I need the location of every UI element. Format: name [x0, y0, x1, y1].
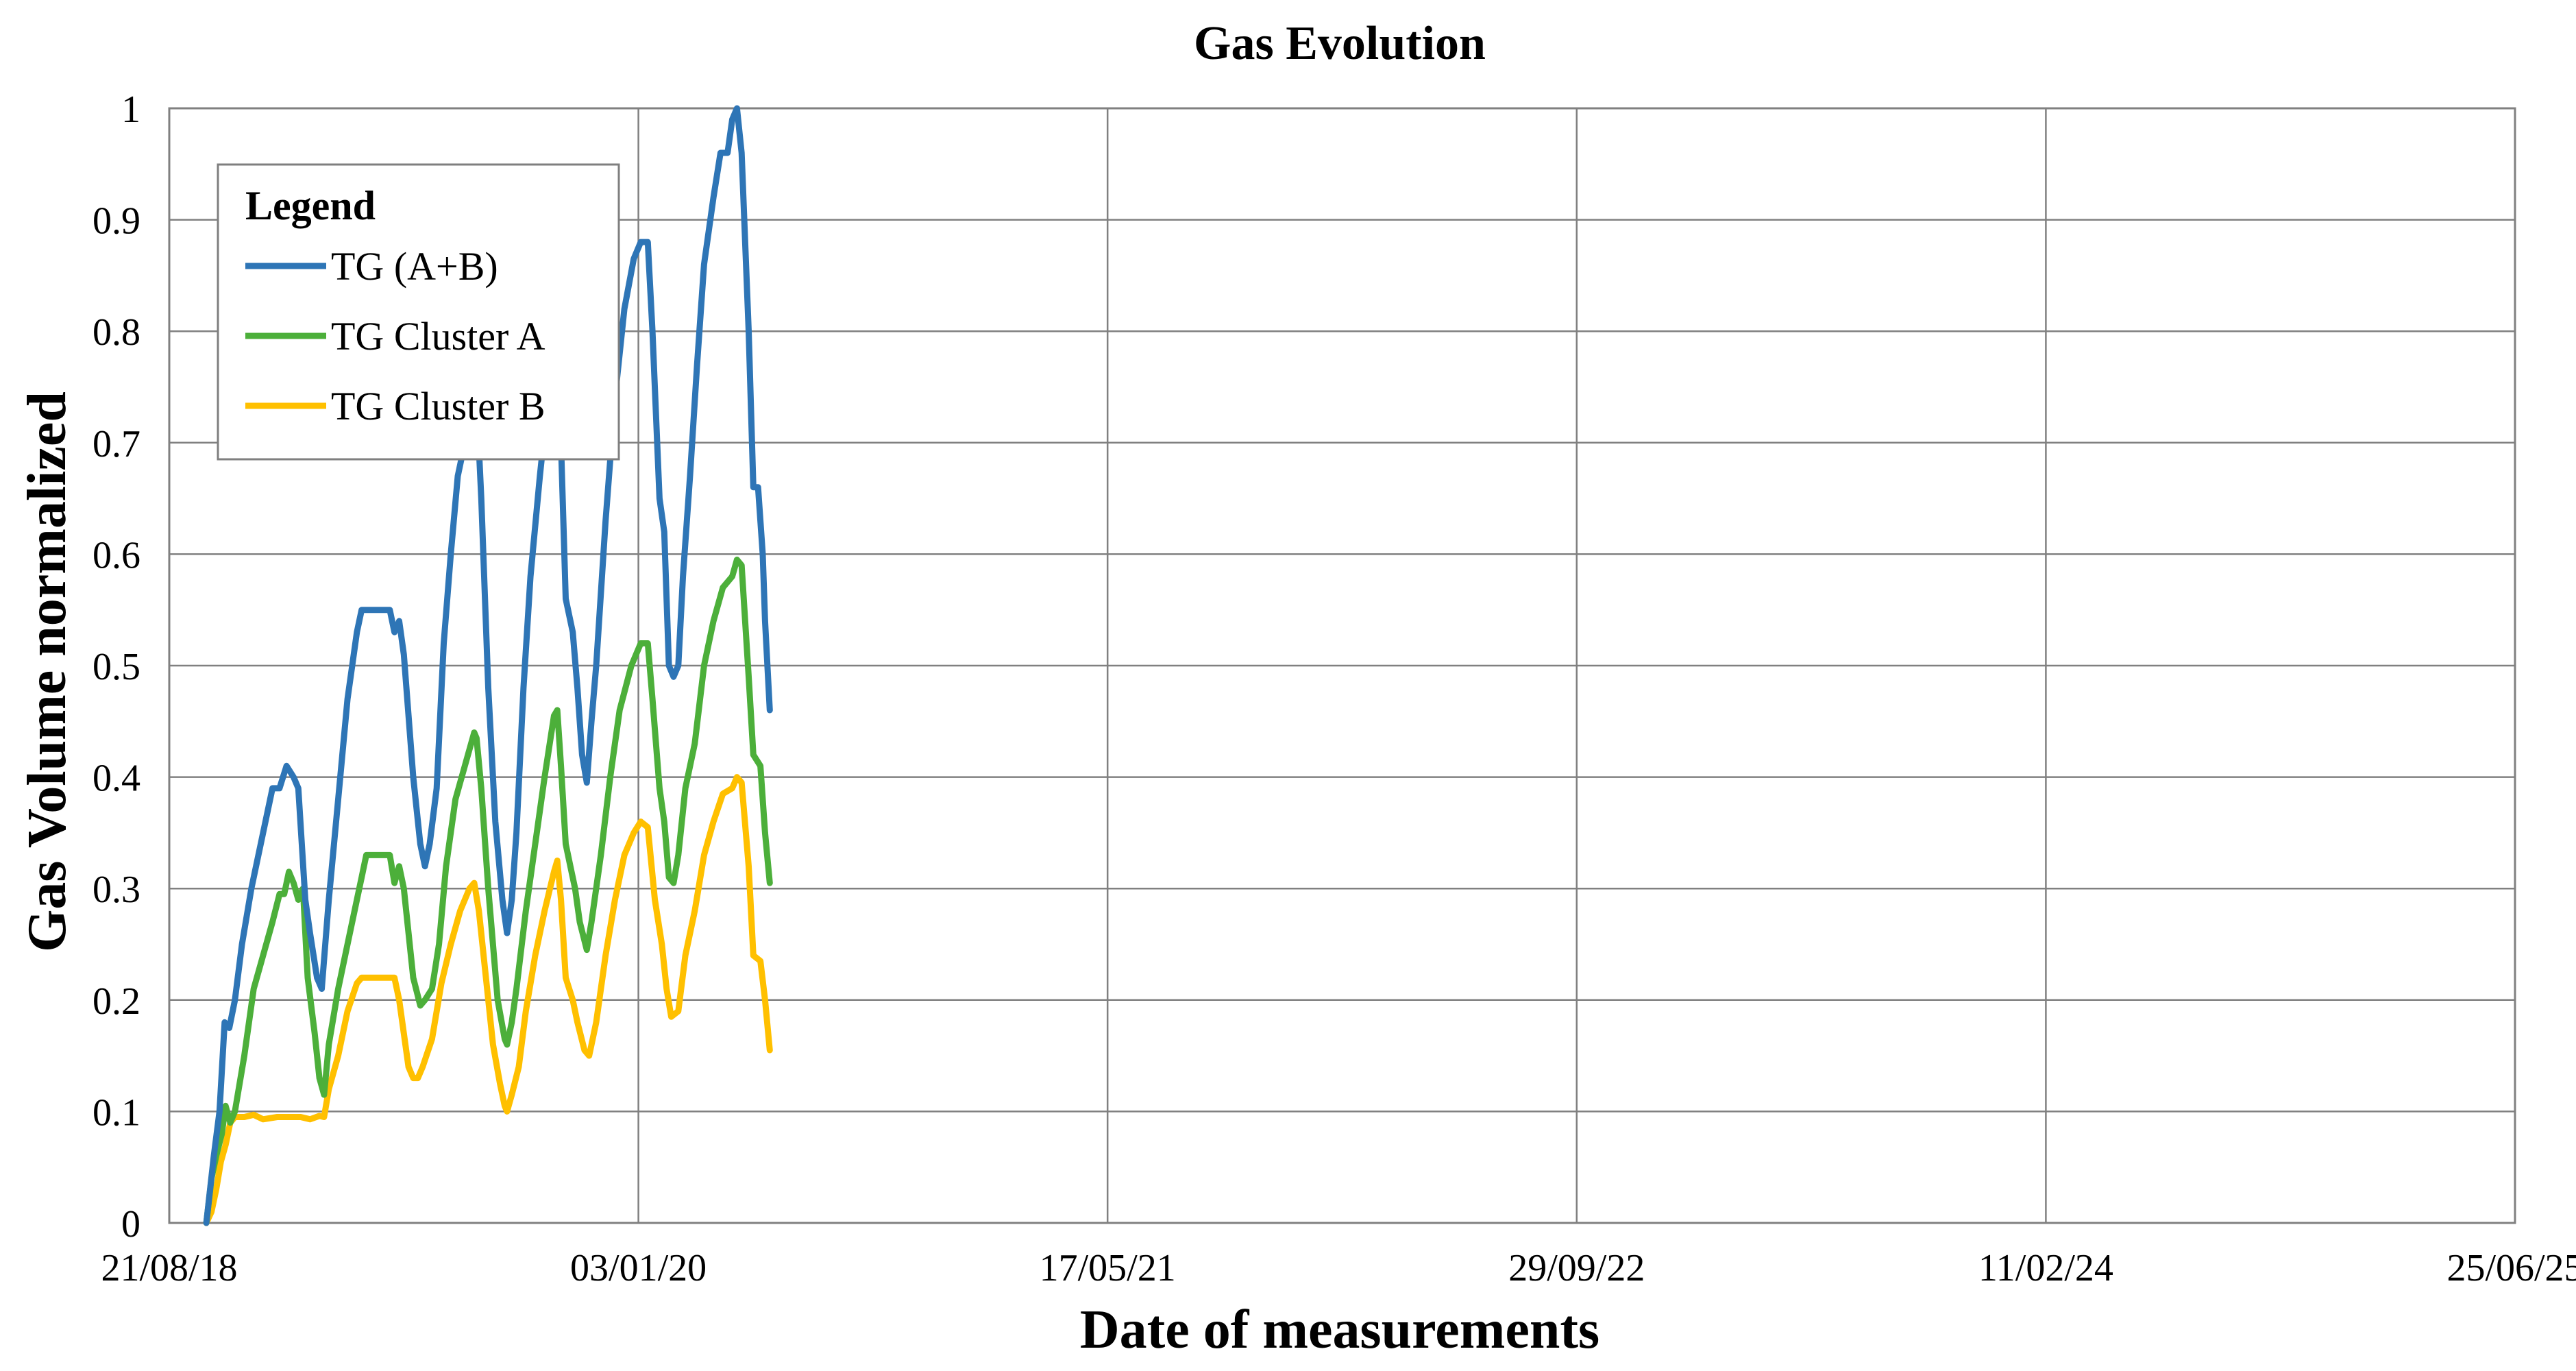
series-lines	[203, 105, 773, 1226]
x-tick-label: 03/01/20	[570, 1247, 707, 1289]
legend-label-tg-total: TG (A+B)	[331, 244, 498, 289]
y-tick-label: 0.7	[93, 423, 140, 465]
x-tick-label: 21/08/18	[101, 1247, 237, 1289]
y-tick-label: 0.3	[93, 869, 140, 911]
legend-box	[217, 163, 620, 461]
legend-label-tg-cluster-a: TG Cluster A	[331, 314, 545, 359]
y-tick-label: 0.8	[93, 311, 140, 354]
x-tick-labels: 21/08/18 03/01/20 17/05/21 29/09/22 11/02/24…	[101, 1247, 2576, 1289]
legend: Legend TG (A+B) TG Cluster A TG Cluster …	[217, 163, 620, 461]
x-axis-title: Date of measurements	[1080, 1300, 1599, 1360]
y-tick-label: 0.2	[93, 980, 140, 1023]
series-line-tg-cluster-b	[203, 774, 773, 1226]
legend-label-tg-cluster-b: TG Cluster B	[331, 384, 545, 428]
x-tick-label: 25/06/25	[2446, 1247, 2576, 1289]
chart-title: Gas Evolution	[1194, 17, 1486, 70]
y-tick-labels: 0 0.1 0.2 0.3 0.4 0.5 0.6 0.7 0.8 0.9 1	[93, 88, 140, 1246]
y-tick-label: 0.1	[93, 1091, 140, 1134]
y-tick-label: 1	[121, 88, 140, 131]
series-line-tg-cluster-a	[203, 557, 773, 1226]
x-tick-label: 11/02/24	[1978, 1247, 2113, 1289]
plot-area-frame	[168, 107, 2516, 1224]
y-tick-label: 0.4	[93, 757, 140, 800]
x-tick-label: 17/05/21	[1040, 1247, 1176, 1289]
y-tick-label: 0	[121, 1203, 140, 1246]
y-axis-title: Gas Volume normalized	[17, 391, 77, 952]
series-line-tg-total	[203, 105, 773, 1226]
y-tick-label: 0.9	[93, 200, 140, 243]
y-tick-label: 0.5	[93, 646, 140, 688]
x-tick-label: 29/09/22	[1508, 1247, 1645, 1289]
y-tick-label: 0.6	[93, 534, 140, 577]
legend-title: Legend	[245, 183, 376, 228]
